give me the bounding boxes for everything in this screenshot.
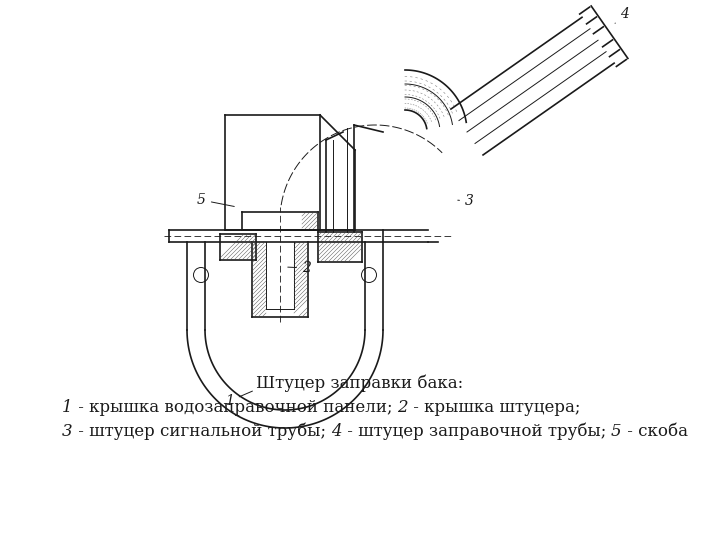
Text: 1: 1 <box>62 399 73 416</box>
Text: - крышка водозаправочной панели;: - крышка водозаправочной панели; <box>73 399 397 416</box>
Text: 2: 2 <box>288 261 311 275</box>
Text: 4: 4 <box>331 423 341 440</box>
Text: - крышка штуцера;: - крышка штуцера; <box>408 399 580 416</box>
Text: 5: 5 <box>611 423 621 440</box>
Text: - штуцер заправочной трубы;: - штуцер заправочной трубы; <box>341 422 611 440</box>
Text: 4: 4 <box>615 7 629 23</box>
Text: Штуцер заправки бака:: Штуцер заправки бака: <box>256 375 464 392</box>
Text: 5: 5 <box>197 193 234 207</box>
Text: 2: 2 <box>397 399 408 416</box>
Text: 3: 3 <box>62 423 73 440</box>
Text: - скоба: - скоба <box>621 423 688 440</box>
Text: - штуцер сигнальной трубы;: - штуцер сигнальной трубы; <box>73 422 331 440</box>
Text: 1: 1 <box>225 391 253 408</box>
Text: 3: 3 <box>458 194 474 208</box>
